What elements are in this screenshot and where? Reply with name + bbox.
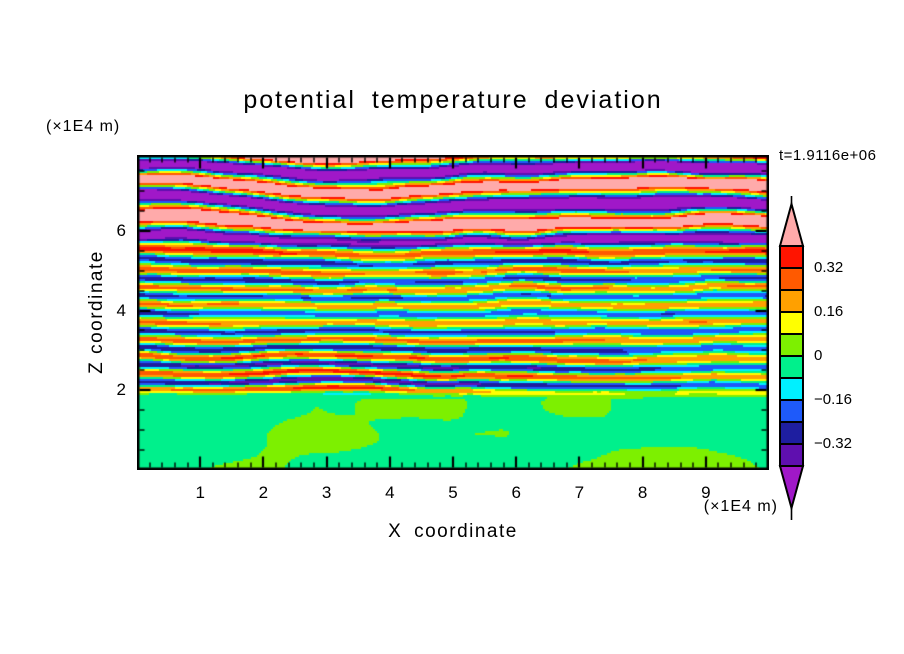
colorbar-cell (779, 333, 804, 357)
colorbar-cell (779, 289, 804, 313)
x-tick-label: 1 (195, 483, 205, 502)
y-tick-label: 2 (116, 380, 126, 400)
colorbar-under-arrow (778, 465, 805, 512)
colorbar-cell (779, 355, 804, 379)
contour-field-canvas (137, 155, 769, 470)
y-tick-label: 6 (116, 220, 126, 240)
x-tick-label: 4 (385, 483, 395, 502)
x-tick-label: 6 (511, 483, 521, 502)
colorbar-tick-label: 0.32 (814, 259, 843, 276)
colorbar-cell (779, 311, 804, 335)
colorbar-tick-label: 0 (814, 347, 822, 364)
colorbar-cell (779, 245, 804, 269)
colorbar-cell (779, 377, 804, 401)
y-axis-unit-label: (×1E4 m) (46, 118, 121, 135)
x-tick-label: 9 (701, 483, 711, 502)
colorbar-cell (779, 443, 804, 467)
colorbar-cell (779, 267, 804, 291)
x-axis-title: X coordinate (388, 521, 518, 542)
colorbar-tick-label: −0.16 (814, 391, 852, 408)
colorbar-cell (779, 399, 804, 423)
x-axis-unit-label: (×1E4 m) (703, 498, 778, 515)
time-annotation: t=1.9116e+06 (779, 147, 877, 164)
colorbar-cell (779, 421, 804, 445)
x-tick-label: 2 (258, 483, 269, 502)
x-tick-label: 7 (574, 483, 585, 502)
x-tick-label: 3 (321, 483, 332, 502)
x-tick-label: 8 (637, 483, 648, 502)
colorbar-tick-label: 0.16 (814, 303, 843, 320)
colorbar: 0.32 0.16 0 −0.16 −0.32 (778, 196, 852, 520)
x-tick-label: 5 (448, 483, 458, 502)
colorbar-over-arrow (778, 200, 805, 247)
y-tick-label: 4 (116, 300, 126, 320)
plot-title: potential temperature deviation (243, 86, 663, 114)
colorbar-tick-label: −0.32 (814, 435, 852, 452)
